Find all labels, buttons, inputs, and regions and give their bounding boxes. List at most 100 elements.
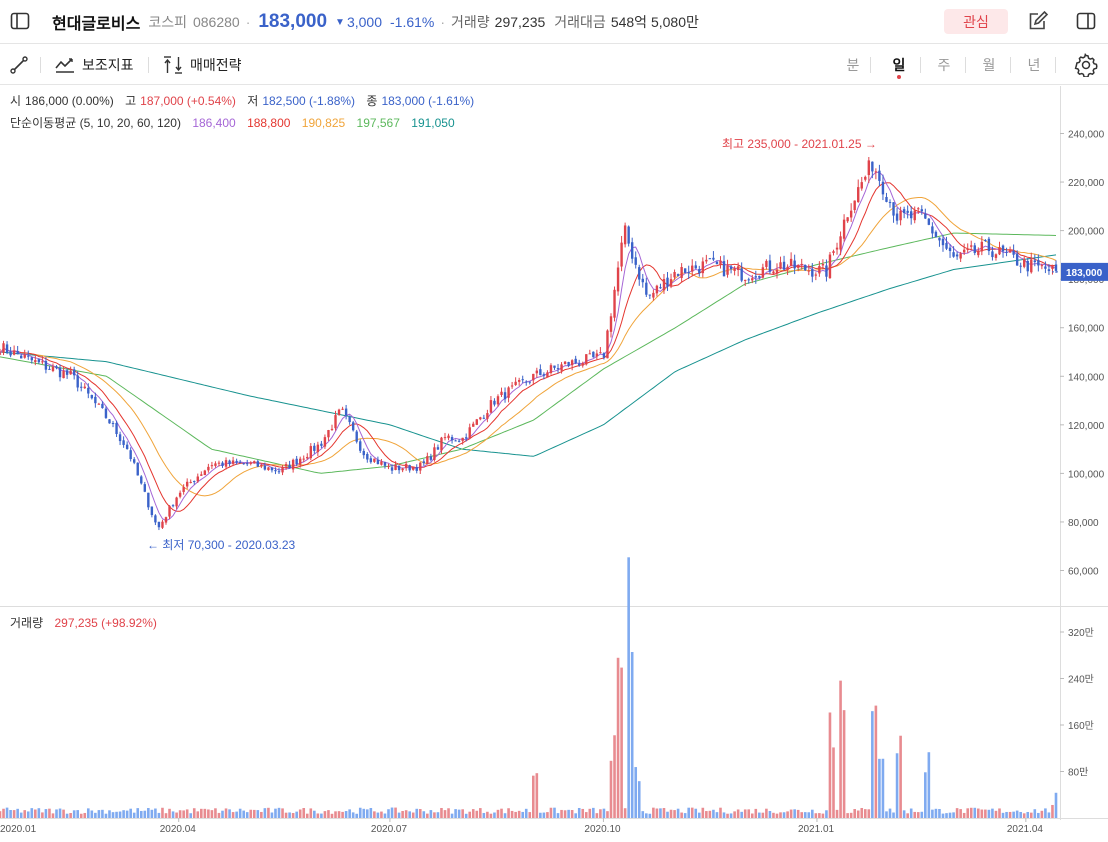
candle-body	[917, 208, 920, 210]
price-axis-label: 80,000	[1068, 518, 1099, 529]
candle-body	[758, 275, 761, 278]
volume-bar	[168, 808, 171, 818]
volume-bar	[863, 809, 867, 818]
candle-body	[136, 462, 139, 476]
volume-bar	[479, 808, 482, 818]
volume-bar	[786, 811, 789, 818]
candle-body	[779, 262, 782, 269]
candle-body	[606, 330, 609, 359]
candle-body	[542, 374, 546, 376]
watchlist-button[interactable]: 관심	[944, 9, 1008, 34]
candle-body	[23, 354, 26, 358]
volume-bar	[62, 809, 65, 818]
candle-body	[482, 417, 486, 419]
volume-bar	[90, 810, 94, 818]
candle-body	[673, 272, 676, 278]
candle-body	[701, 261, 705, 274]
candle-body	[34, 360, 37, 363]
candle-body	[525, 381, 528, 383]
edit-note-icon[interactable]	[1027, 10, 1049, 32]
volume-bar	[139, 810, 143, 818]
candle-body	[281, 467, 284, 473]
price-axis-label: 240,000	[1068, 130, 1105, 141]
ohlc-legend: 시 186,000 (0.00%) 고 187,000 (+0.54%) 저 182,…	[10, 92, 478, 109]
chart-toolbar: 보조지표 매매전략 분 일 주 월 년	[0, 44, 1108, 85]
volume-bar	[182, 810, 185, 818]
volume-bar	[19, 812, 23, 818]
candle-body	[1044, 266, 1047, 269]
volume-bar	[941, 813, 945, 818]
period-day-tab[interactable]: 일	[884, 44, 914, 85]
volume-bar	[426, 813, 429, 818]
candle-body	[260, 464, 263, 467]
volume-bar	[938, 808, 941, 818]
volume-bar	[514, 811, 517, 818]
panel-toggle-icon[interactable]	[1075, 10, 1097, 32]
candle-body	[175, 497, 178, 507]
volume-bar	[302, 808, 306, 818]
candle-body	[772, 271, 775, 274]
volume-bar	[295, 811, 298, 818]
volume-bar	[436, 812, 440, 818]
candle-body	[514, 381, 517, 386]
sidebar-toggle-icon[interactable]	[9, 10, 31, 32]
volume-bar	[916, 812, 920, 818]
volume-bar	[1005, 811, 1008, 818]
volume-bar	[662, 808, 666, 818]
volume-bar	[835, 809, 839, 818]
volume-bar	[30, 808, 34, 818]
low-annotation: ← 최저 70,300 - 2020.03.23	[147, 538, 296, 552]
period-week-tab[interactable]: 주	[929, 44, 959, 85]
period-minute-tab[interactable]: 분	[838, 44, 868, 85]
candle-body	[380, 461, 383, 465]
volume-bar	[185, 809, 189, 818]
volume-bar	[256, 810, 260, 818]
period-month-tab[interactable]: 월	[974, 44, 1004, 85]
candle-body	[493, 400, 496, 405]
period-year-tab[interactable]: 년	[1019, 44, 1049, 85]
indicator-button[interactable]: 보조지표	[54, 44, 134, 85]
candle-body	[648, 294, 652, 296]
price-axis-label: 120,000	[1068, 421, 1105, 432]
volume-bar	[694, 808, 698, 818]
candle-body	[528, 381, 531, 383]
volume-bar	[454, 809, 457, 818]
volume-bar	[736, 809, 740, 818]
volume-bar	[1044, 808, 1047, 818]
trading-strategy-button[interactable]: 매매전략	[162, 44, 242, 85]
candle-body	[41, 361, 44, 363]
volume-bar	[630, 652, 634, 818]
candle-body	[171, 505, 175, 507]
volume-bar	[101, 809, 104, 818]
low-value: 182,500 (-1.88%)	[262, 94, 356, 108]
volume-bar	[856, 810, 860, 818]
volume-bar	[796, 809, 800, 818]
candle-body	[447, 435, 450, 439]
candle-body	[496, 396, 500, 405]
volume-legend: 거래량 297,235 (+98.92%)	[10, 614, 161, 631]
volume-bar	[546, 812, 549, 818]
candle-body	[553, 365, 556, 368]
candle-body	[1047, 269, 1051, 272]
volume-bar	[397, 812, 401, 818]
draw-line-icon	[10, 55, 28, 74]
volume-bar	[955, 808, 959, 818]
volume-bar	[779, 812, 782, 818]
volume-bar	[846, 813, 849, 818]
volume-bar	[433, 812, 436, 818]
candle-body	[97, 403, 101, 405]
period-week-label: 주	[937, 56, 951, 73]
candle-body	[69, 370, 72, 375]
candle-body	[270, 467, 274, 471]
volume-bar	[581, 808, 585, 818]
candle-body	[680, 267, 683, 278]
volume-bar	[164, 813, 168, 818]
drawing-tool-button[interactable]	[9, 44, 35, 85]
down-triangle-icon: ▼	[335, 16, 345, 28]
settings-gear-icon[interactable]	[1074, 53, 1098, 77]
volume-bar	[701, 807, 705, 818]
ma120-line	[0, 254, 1057, 457]
candle-body	[1037, 260, 1040, 266]
volume-bar	[344, 811, 348, 818]
